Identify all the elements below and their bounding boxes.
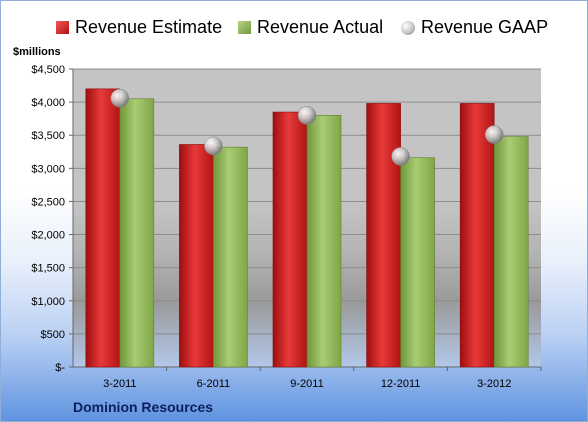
- x-tick-label: 12-2011: [381, 378, 421, 390]
- marker-revenue-gaap: [297, 106, 317, 125]
- marker-revenue-gaap: [110, 88, 130, 108]
- legend-item-revenue-gaap: Revenue GAAP: [401, 17, 548, 38]
- gaap-markers: [110, 88, 504, 166]
- legend-label-gaap: Revenue GAAP: [421, 17, 549, 37]
- marker-revenue-gaap: [204, 136, 223, 156]
- bar-revenue-actual: [213, 146, 248, 368]
- bar-revenue-estimate: [459, 103, 495, 368]
- y-tick-label: $3,500: [31, 130, 65, 142]
- legend-swatch-actual: [238, 21, 251, 34]
- company-name: Dominion Resources: [73, 399, 214, 415]
- x-tick-label: 3-2012: [477, 378, 511, 390]
- y-tick-label: $-: [55, 362, 65, 374]
- y-tick-label: $2,500: [31, 196, 65, 208]
- x-tick-label: 3-2011: [103, 378, 136, 390]
- chart-legend: Revenue Estimate Revenue Actual Revenue …: [1, 1, 587, 47]
- bar-revenue-estimate: [272, 111, 308, 368]
- y-tick-label: $1,000: [31, 296, 65, 308]
- y-tick-label: $1,500: [31, 263, 65, 275]
- legend-item-revenue-estimate: Revenue Estimate: [56, 17, 222, 38]
- tick-labels: $- $500 $1,000 $1,500 $2,000 $2,500 $3,000 $3,5…: [31, 64, 511, 390]
- bar-revenue-actual: [119, 98, 155, 368]
- legend-label-actual: Revenue Actual: [257, 17, 384, 37]
- legend-label-estimate: Revenue Estimate: [75, 17, 223, 37]
- y-tick-label: $500: [41, 329, 65, 341]
- bar-revenue-estimate: [366, 103, 401, 368]
- bar-revenue-actual: [493, 136, 529, 368]
- legend-swatch-estimate: [56, 21, 69, 34]
- bar-revenue-estimate: [179, 144, 214, 368]
- x-tick-label: 6-2011: [197, 378, 230, 390]
- y-axis-unit-label: $millions: [13, 46, 61, 58]
- marker-revenue-gaap: [391, 147, 410, 166]
- x-tick-label: 9-2011: [290, 378, 323, 390]
- y-tick-label: $2,000: [31, 230, 65, 242]
- legend-item-revenue-actual: Revenue Actual: [238, 17, 383, 38]
- bar-revenue-actual: [400, 157, 435, 368]
- bars: [85, 88, 529, 368]
- bar-revenue-estimate: [85, 88, 121, 368]
- bar-revenue-actual: [306, 115, 342, 368]
- y-tick-label: $4,500: [31, 64, 65, 76]
- y-tick-label: $3,000: [31, 163, 65, 175]
- marker-revenue-gaap: [484, 125, 504, 144]
- y-tick-label: $4,000: [31, 97, 65, 109]
- legend-swatch-gaap: [401, 20, 415, 35]
